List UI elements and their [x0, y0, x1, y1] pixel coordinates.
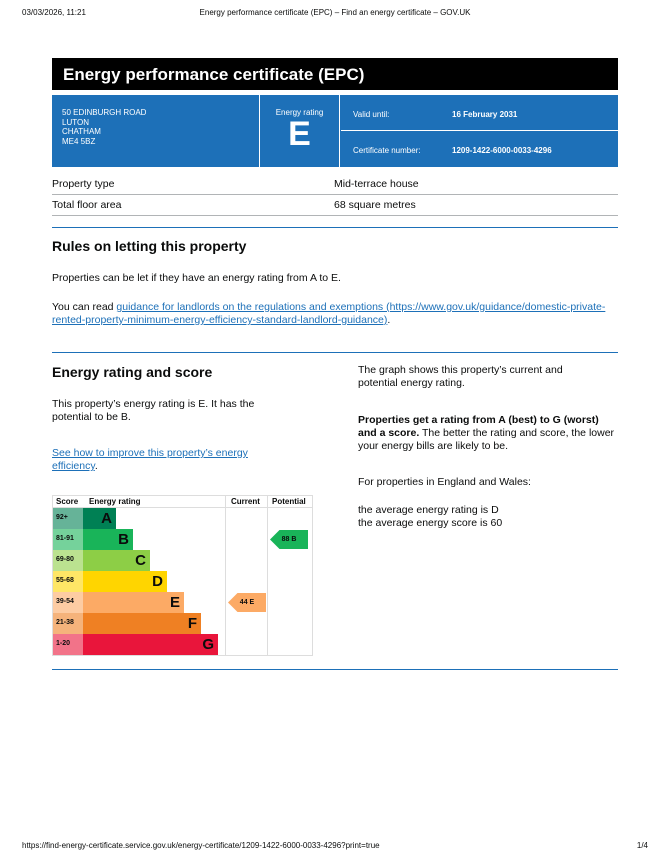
potential-rating-arrow: 88 B	[270, 530, 308, 549]
valid-until-value: 16 February 2031	[452, 110, 518, 119]
rating-explanation-rest: The better the rating and score, the low…	[358, 427, 615, 452]
band-bar-a: A	[83, 508, 116, 529]
column-divider	[267, 496, 268, 655]
improve-link[interactable]: See how to improve this property’s energ…	[52, 447, 248, 472]
column-divider	[225, 496, 226, 655]
guidance-link[interactable]: guidance for landlords on the regulation…	[52, 301, 606, 326]
band-bar-e: E	[83, 592, 184, 613]
header-divider	[53, 507, 312, 508]
divider	[52, 352, 618, 353]
score-range-e: 39-54	[53, 592, 83, 613]
address: 50 EDINBURGH ROAD LUTON CHATHAM ME4 5BZ	[52, 95, 258, 167]
header-energy-rating: Energy rating	[89, 497, 141, 506]
page-title: Energy performance certificate (EPC)	[52, 58, 618, 90]
score-range-f: 21-38	[53, 613, 83, 634]
improve-paragraph: See how to improve this property’s energ…	[52, 447, 292, 473]
energy-rating: Energy rating E	[259, 95, 340, 167]
improve-suffix: .	[94, 460, 98, 472]
band-bar-f: F	[83, 613, 201, 634]
divider	[52, 669, 618, 670]
address-line: 50 EDINBURGH ROAD	[62, 108, 147, 117]
current-rating-arrow: 44 E	[228, 593, 266, 612]
rules-text: Properties can be let if they have an en…	[52, 272, 341, 284]
header-current: Current	[231, 497, 260, 506]
certificate-number-label: Certificate number:	[353, 146, 421, 155]
print-page-number: 1/4	[636, 841, 648, 850]
certificate-summary: 50 EDINBURGH ROAD LUTON CHATHAM ME4 5BZ …	[52, 95, 618, 167]
certificate-number: Certificate number: 1209-1422-6000-0033-…	[341, 131, 618, 167]
address-line: ME4 5BZ	[62, 136, 96, 146]
rating-explanation: Properties get a rating from A (best) to…	[358, 414, 618, 453]
guidance-prefix: You can read	[52, 301, 117, 313]
floor-area-row: Total floor area 68 square metres	[52, 195, 618, 216]
print-url: https://find-energy-certificate.service.…	[22, 841, 380, 850]
rating-explanation-bold: Properties get a rating from A (best) to…	[358, 414, 599, 439]
england-wales-text: For properties in England and Wales:	[358, 476, 531, 488]
print-title: Energy performance certificate (EPC) – F…	[199, 8, 471, 17]
band-bar-c: C	[83, 550, 150, 571]
property-type-label: Property type	[52, 178, 115, 190]
header-score: Score	[56, 497, 79, 506]
rules-guidance: You can read guidance for landlords on t…	[52, 301, 612, 327]
band-bar-b: B	[83, 529, 133, 550]
score-range-c: 69-80	[53, 550, 83, 571]
valid-until: Valid until: 16 February 2031	[341, 95, 618, 131]
floor-area-label: Total floor area	[52, 199, 122, 211]
band-bar-d: D	[83, 571, 167, 592]
band-bar-g: G	[83, 634, 218, 655]
address-line: CHATHAM	[62, 127, 101, 136]
score-range-g: 1-20	[53, 634, 83, 655]
average-rating: the average energy rating is D	[358, 504, 499, 516]
guidance-suffix: .	[387, 314, 391, 326]
valid-until-label: Valid until:	[353, 110, 390, 119]
floor-area-value: 68 square metres	[334, 199, 416, 211]
average-score: the average energy score is 60	[358, 517, 503, 529]
score-range-d: 55-68	[53, 571, 83, 592]
print-datetime: 03/03/2026, 11:21	[22, 8, 86, 17]
rules-heading: Rules on letting this property	[52, 238, 247, 254]
certificate-number-value: 1209-1422-6000-0033-4296	[452, 146, 552, 155]
score-text: This property’s energy rating is E. It h…	[52, 398, 255, 423]
divider	[52, 227, 618, 228]
energy-rating-label: Energy rating	[275, 108, 324, 117]
energy-rating-chart: Score Energy rating Current Potential 92…	[52, 495, 313, 656]
property-type-row: Property type Mid-terrace house	[52, 174, 618, 195]
score-range-a: 92+	[53, 508, 83, 529]
header-potential: Potential	[272, 497, 306, 506]
address-line: LUTON	[62, 117, 89, 127]
score-heading: Energy rating and score	[52, 364, 213, 380]
property-type-value: Mid-terrace house	[334, 178, 419, 190]
graph-explanation: The graph shows this property’s current …	[358, 364, 563, 389]
score-range-b: 81-91	[53, 529, 83, 550]
energy-rating-value: E	[288, 115, 311, 153]
